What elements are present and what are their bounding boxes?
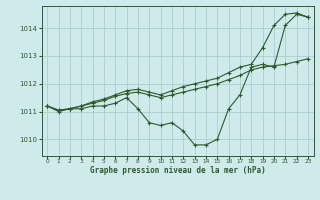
X-axis label: Graphe pression niveau de la mer (hPa): Graphe pression niveau de la mer (hPa) bbox=[90, 166, 266, 175]
